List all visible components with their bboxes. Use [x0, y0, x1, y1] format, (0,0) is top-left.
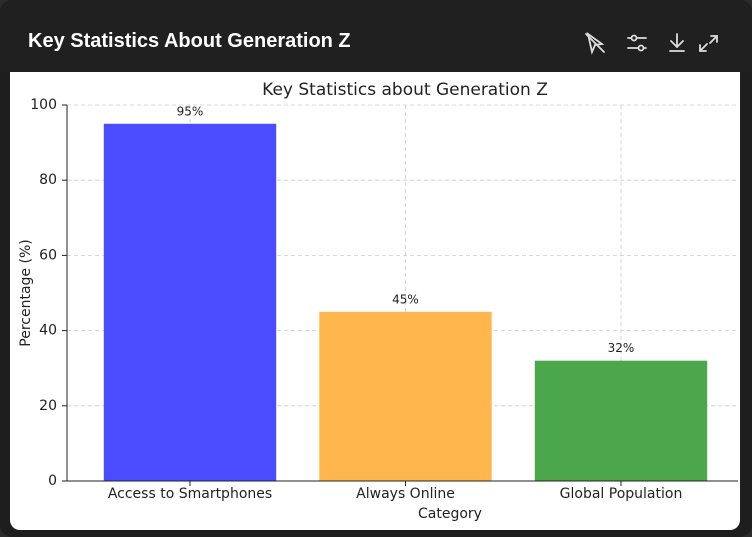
interactive-toggle[interactable]: [585, 31, 605, 55]
value-label: 32%: [608, 341, 635, 355]
bar: [319, 311, 492, 481]
toolbar: [585, 31, 718, 55]
chart: Key Statistics about Generation Z Catego…: [18, 80, 738, 522]
chart-title: Key Statistics about Generation Z: [262, 80, 548, 100]
y-tick-label: 80: [39, 172, 57, 188]
y-tick-label: 40: [39, 323, 57, 339]
y-tick-label: 0: [48, 473, 57, 489]
expand-button[interactable]: [699, 35, 718, 52]
header: Key Statistics About Generation Z: [0, 0, 752, 72]
x-tick-label: Access to Smartphones: [108, 486, 272, 502]
x-tick-label: Always Online: [356, 486, 455, 502]
header-title: Key Statistics About Generation Z: [28, 30, 351, 52]
value-label: 95%: [177, 104, 204, 118]
value-label: 45%: [392, 292, 419, 306]
y-axis-label: Percentage (%): [18, 239, 34, 346]
download-button[interactable]: [669, 33, 685, 52]
x-axis-label: Category: [418, 506, 482, 522]
bar: [103, 123, 277, 482]
y-tick-label: 60: [39, 247, 57, 263]
y-tick-label: 100: [30, 97, 57, 113]
x-tick-label: Global Population: [560, 486, 683, 502]
chart-panel: Key Statistics about Generation Z Catego…: [10, 72, 740, 530]
y-tick-label: 20: [39, 398, 57, 414]
settings-button[interactable]: [627, 34, 647, 52]
bar: [534, 360, 708, 481]
